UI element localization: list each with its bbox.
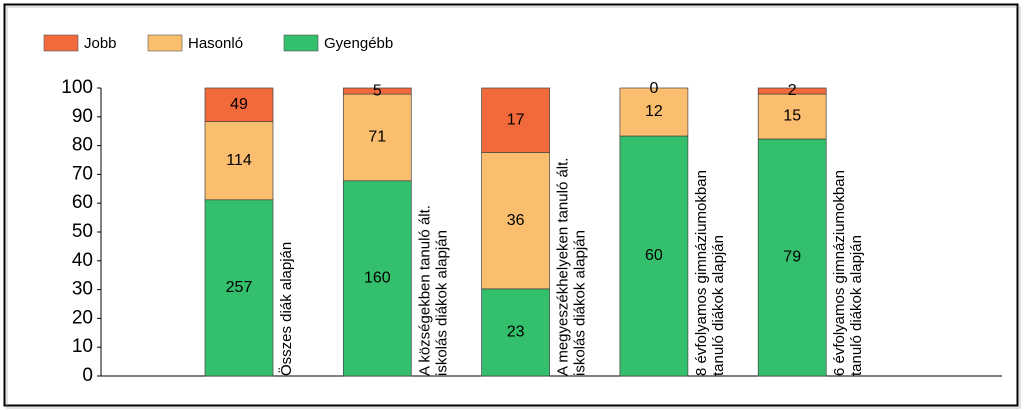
data-label: 15 [783,108,801,125]
x-tick-label: 6 évfolyamos gimnáziumokban [831,170,848,376]
x-tick-label: tanuló diákok alapján [710,235,727,376]
x-tick-label: A megyeszékhelyeken tanuló ált. [555,158,572,376]
y-tick-label: 40 [72,250,93,271]
bar-segment [342,93,412,182]
y-tick-label: 90 [72,106,93,127]
data-label: 0 [649,80,658,97]
bar-segment [204,121,274,201]
y-tick-label: 60 [72,192,93,213]
x-tick-label: tanuló diákok alapján [848,235,865,376]
bar-segment [757,138,827,377]
bar-segment [481,152,550,290]
legend-swatch [283,34,319,52]
bar-segment [481,87,550,153]
x-tick-label: iskolás diákok alapján [433,230,450,376]
bar-segment [757,93,827,140]
legend-swatch [43,34,79,52]
y-tick-label: 100 [61,77,93,98]
data-label: 17 [507,111,525,128]
bar-segment [342,87,412,95]
y-tick-label: 10 [72,336,93,357]
x-tick-label: 8 évfolyamos gimnáziumokban [693,170,710,376]
data-label: 160 [364,270,391,287]
y-tick-label: 30 [72,279,93,300]
data-label: 60 [645,247,663,264]
x-tick-label: Összes diák alapján [277,242,295,376]
legend-swatch [147,34,183,52]
data-label: 5 [373,82,382,99]
data-label: 36 [507,212,525,229]
y-tick-label: 80 [72,135,93,156]
legend-label: Jobb [84,35,117,52]
bar-segment [757,87,827,95]
bar-segment [204,199,274,377]
bar-segment [619,87,689,137]
data-label: 79 [783,249,801,266]
data-label: 114 [226,152,252,169]
bar-segment [204,87,274,122]
x-tick-label: iskolás diákok alapján [572,230,589,376]
y-tick-label: 20 [72,307,93,328]
data-label: 12 [645,103,663,120]
data-label: 71 [368,129,386,146]
y-tick-label: 0 [82,365,93,386]
y-tick-label: 50 [72,221,93,242]
data-label: 2 [788,82,797,99]
legend-label: Hasonló [188,35,243,52]
y-tick-label: 70 [72,163,93,184]
bar-segment [619,135,689,377]
data-label: 257 [226,279,253,296]
x-tick-label: A községekben tanuló ált. [416,205,433,376]
data-label: 23 [507,324,525,341]
bar-segment [342,180,412,377]
legend-label: Gyengébb [324,35,393,52]
frame-shadow [6,6,1021,409]
data-label: 49 [230,96,248,113]
bar-segment [481,288,550,377]
